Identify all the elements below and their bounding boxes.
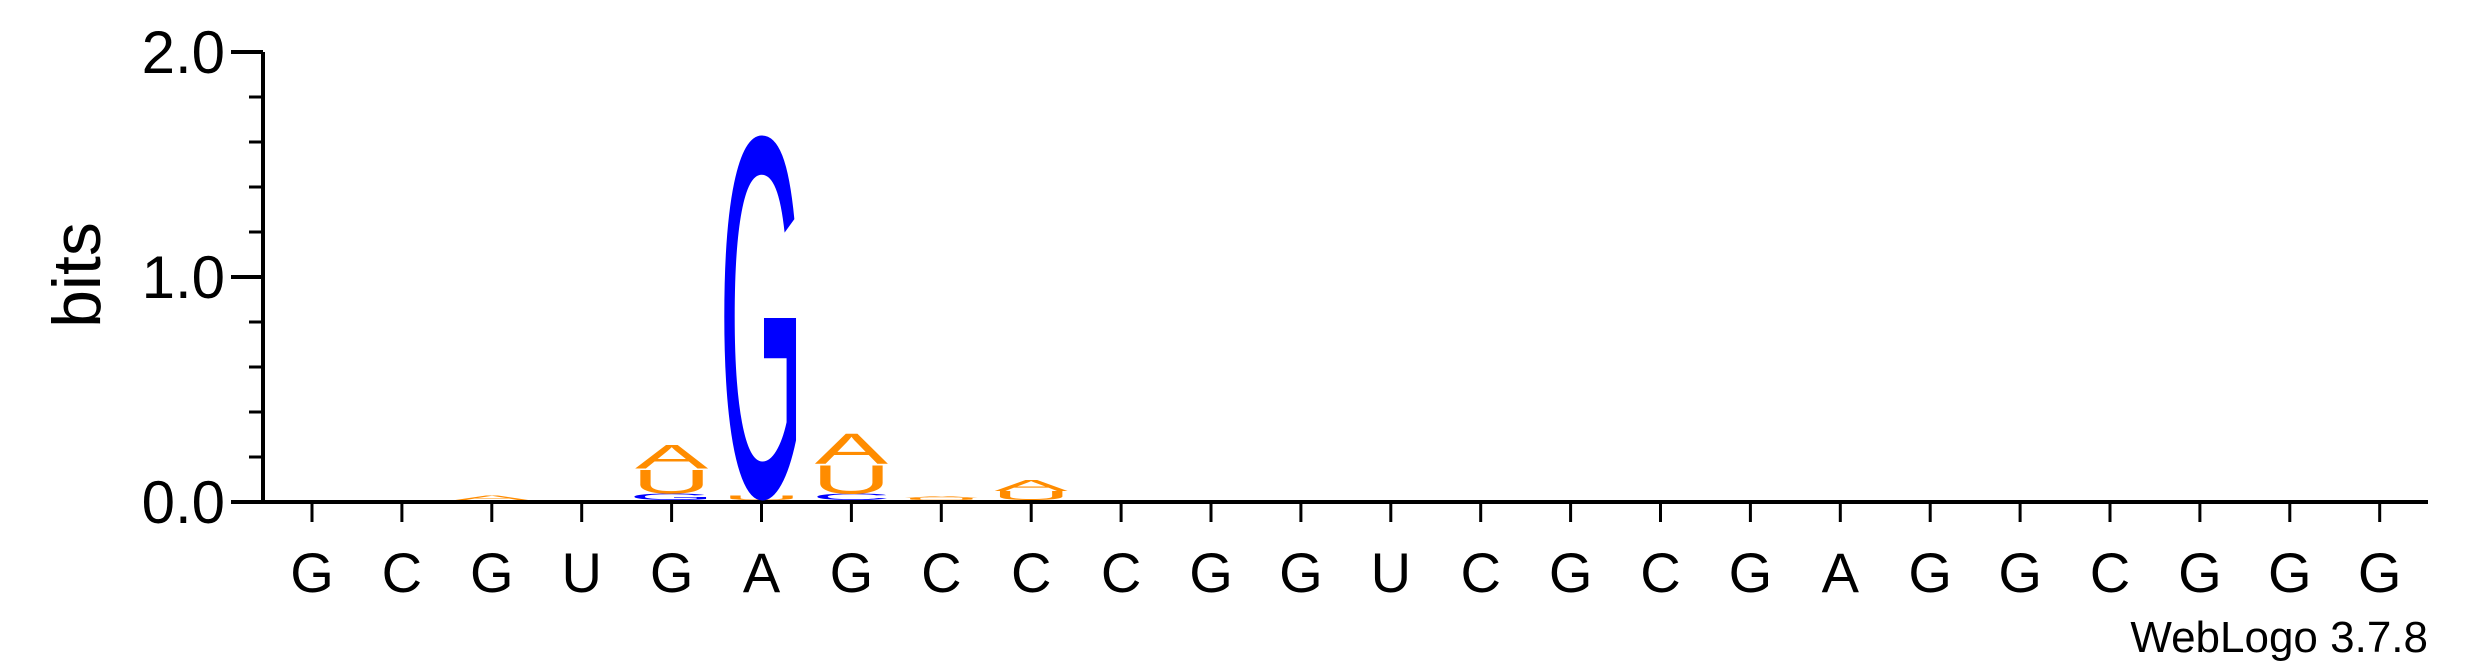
logo-letter-u: U [992, 489, 1071, 503]
logo-letter-u: U [632, 462, 711, 500]
x-tick-label: U [561, 541, 601, 604]
x-tick-label: A [1822, 541, 1860, 604]
logo-letter-a: A [815, 424, 889, 473]
x-tick-label: A [743, 541, 781, 604]
x-tick-label: G [2268, 541, 2312, 604]
x-tick-label: G [1729, 541, 1773, 604]
y-axis-label: bits [39, 222, 115, 328]
logo-letter-g: G [629, 491, 714, 502]
x-tick-label: G [470, 541, 514, 604]
x-tick-label: G [650, 541, 694, 604]
x-tick-label: G [1998, 541, 2042, 604]
logo-letter-a: A [455, 494, 528, 501]
x-tick-label: G [1549, 541, 1593, 604]
x-tick-label: G [2178, 541, 2222, 604]
logo-letter-c: C [812, 491, 891, 502]
y-tick-label: 1.0 [142, 244, 225, 311]
logo-letter-a: A [635, 438, 709, 476]
x-tick-label: U [1371, 541, 1411, 604]
x-tick-label: G [2358, 541, 2402, 604]
x-tick-label: C [382, 541, 422, 604]
y-tick-label: 2.0 [142, 19, 225, 86]
logo-letter-u: U [722, 494, 801, 501]
x-tick-label: C [1101, 541, 1141, 604]
x-tick-label: G [1279, 541, 1323, 604]
x-tick-label: C [921, 541, 961, 604]
x-tick-label: G [1189, 541, 1233, 604]
logo-letter-g: G [719, 29, 804, 604]
x-tick-label: C [1460, 541, 1500, 604]
x-tick-label: C [1640, 541, 1680, 604]
x-tick-label: G [290, 541, 334, 604]
logo-letter-a: A [905, 495, 979, 498]
x-tick-label: G [1908, 541, 1952, 604]
logo-letter-u: U [902, 497, 981, 500]
y-tick-label: 0.0 [142, 469, 225, 536]
logo-letter-u: U [812, 456, 891, 502]
logo-letter-a: A [995, 477, 1069, 495]
x-tick-label: C [2090, 541, 2130, 604]
x-tick-label: G [830, 541, 874, 604]
x-tick-label: C [1011, 541, 1051, 604]
weblogo-credit: WebLogo 3.7.8 [2130, 613, 2428, 662]
